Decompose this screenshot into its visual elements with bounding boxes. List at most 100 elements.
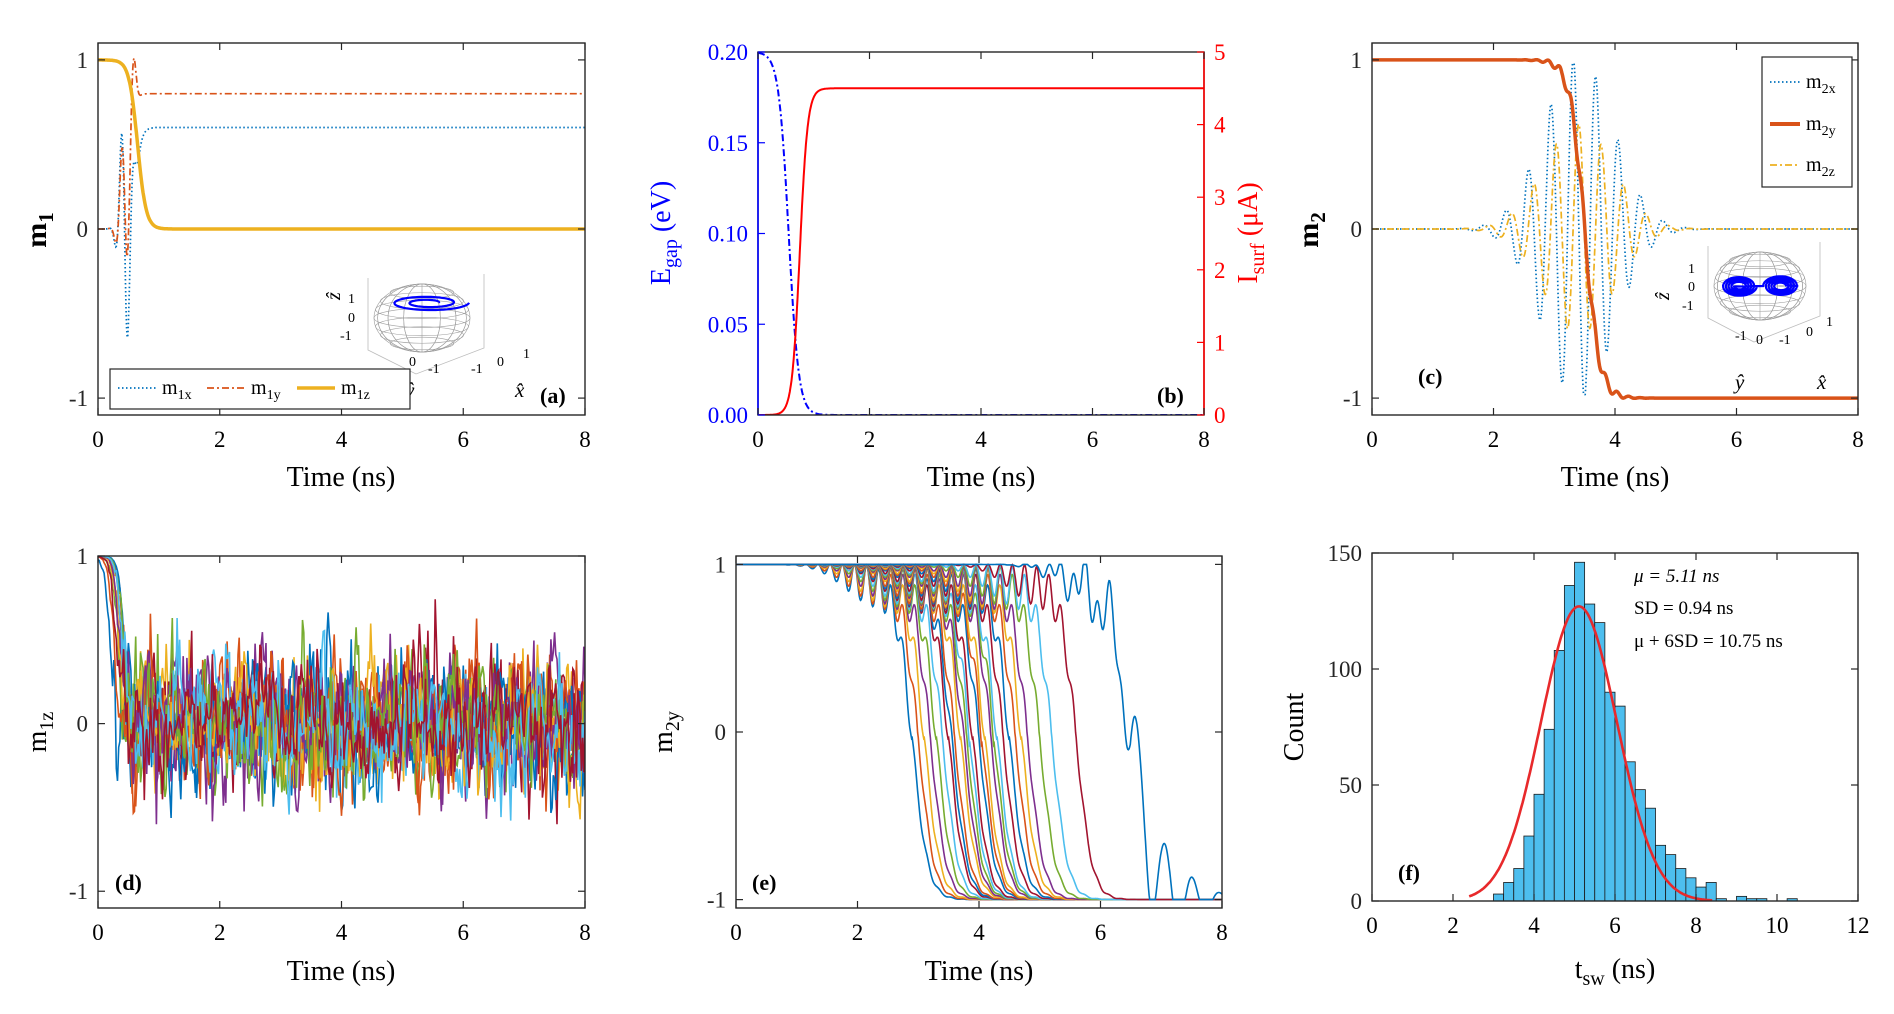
panel-c-ylabel: m2: [1292, 212, 1330, 248]
panel-f-xtick-label-3: 6: [1609, 913, 1621, 938]
panel-d-xtick-label-2: 4: [336, 920, 348, 945]
panel-e-ticks: 0 2 4 6 8-101: [707, 552, 1228, 945]
panel-f-xtick-label-1: 2: [1447, 913, 1459, 938]
panel-b-series-egap: [758, 52, 1204, 415]
panel-b-axes-box: [757, 51, 1205, 416]
panel-c-inset-trajectory: [1721, 275, 1799, 297]
panel-c-legend: m2x m2y m2z: [1761, 56, 1853, 188]
panel-f-ylabel: Count: [1279, 693, 1310, 762]
panel-f: 0 2 4 6 8 10 12 0 50 100 150 tsw (ns) Count μ = 5.…: [1279, 541, 1870, 990]
panel-a-inset-zlabel: ẑ: [323, 292, 345, 301]
panel-e-ylabel: m2y: [648, 711, 684, 753]
panel-a-inset-tick-x1: 0: [497, 355, 504, 370]
panel-a-ticks: 0 2 4 6 8-101: [69, 43, 591, 452]
panel-a-inset-trajectory: [393, 295, 470, 312]
panel-b-plot-area: [758, 52, 1204, 415]
panel-b-ytick-label-0: 0.00: [708, 403, 748, 428]
panel-a-inset-xlabel: x̂: [514, 378, 525, 402]
panel-d-trace-11: [98, 556, 585, 801]
panel-c-inset-tick-y0: 0: [1756, 333, 1763, 348]
panel-a-plot-area: [98, 55, 585, 338]
panel-f-annotation-mu6sd: μ + 6SD = 10.75 ns: [1634, 631, 1783, 652]
panel-e-xtick-label-2: 4: [973, 920, 985, 945]
panel-f-ytick-label-3: 150: [1328, 541, 1363, 566]
panel-d-ticks: 0 2 4 6 8-101: [69, 544, 591, 945]
panel-c-inset: 1 0 -1 ẑ -1 0 -1 0 1 ŷ x̂: [1652, 242, 1833, 394]
panel-d-xtick-label-4: 8: [579, 920, 591, 945]
panel-a-xtick-label-3: 6: [458, 427, 470, 452]
panel-f-bar-21: [1705, 882, 1717, 901]
panel-a-inset-tick-z-mid: 0: [348, 311, 355, 326]
panel-c-ytick-label-1: 0: [1351, 217, 1363, 242]
panel-c-legend-m2x-label: m2x: [1806, 71, 1836, 97]
panel-c-inset-tick-z-mid: 0: [1688, 280, 1695, 295]
panel-f-xtick-label-6: 12: [1847, 913, 1870, 938]
panel-d-xtick-label-1: 2: [214, 920, 226, 945]
panel-c-plot-area: [1372, 57, 1858, 401]
panel-d-ytick-label-0: -1: [69, 879, 88, 904]
panel-c-ytick-label-2: 1: [1351, 48, 1363, 73]
panel-c-inset-sphere: [1707, 242, 1821, 343]
panel-f-bar-7: [1563, 585, 1575, 901]
panel-e-ytick-label-2: 1: [715, 552, 727, 577]
panel-c-xtick-label-0: 0: [1366, 427, 1378, 452]
panel-e-label: (e): [752, 870, 776, 895]
panel-a-ytick-label-0: -1: [69, 386, 88, 411]
panel-a-inset-tick-x2: 1: [523, 347, 530, 362]
panel-d-xlabel: Time (ns): [287, 956, 396, 987]
panel-e-ytick-label-1: 0: [715, 720, 727, 745]
panel-e: 0 2 4 6 8-101 Time (ns) m2y (e): [648, 552, 1228, 987]
panel-f-bar-6: [1553, 650, 1565, 901]
panel-f-gaussian-fit: [1468, 605, 1713, 901]
panel-b-ytick-label-2: 0.10: [708, 222, 748, 247]
panel-b-xtick-label-4: 8: [1198, 427, 1210, 452]
panel-a-xtick-label-4: 8: [579, 427, 591, 452]
panel-c-inset-tick-z-bot: -1: [1682, 299, 1694, 314]
panel-f-bar-9: [1584, 603, 1596, 901]
panel-c-ytick-label-0: -1: [1343, 386, 1362, 411]
panel-c-legend-m2y-label: m2y: [1806, 113, 1836, 139]
panel-b-ytick-r-label-4: 4: [1214, 113, 1226, 138]
panel-a-label: (a): [540, 383, 566, 408]
panel-e-xtick-label-4: 8: [1216, 920, 1228, 945]
panel-e-xlabel: Time (ns): [925, 956, 1034, 987]
panel-b-ytick-r-label-2: 2: [1214, 258, 1226, 283]
panel-e-plot-area: [736, 563, 1222, 901]
panel-f-bar-17: [1665, 854, 1677, 901]
panel-b-xtick-label-1: 2: [864, 427, 876, 452]
panel-d: 0 2 4 6 8-101 Time (ns) m1z (d): [22, 544, 591, 987]
panel-e-xtick-label-0: 0: [730, 920, 742, 945]
panel-f-annotation-sd: SD = 0.94 ns: [1634, 598, 1733, 619]
panel-c-inset-tick-z-top: 1: [1688, 262, 1695, 277]
panel-b-ylabel-right: Isurf (μA): [1233, 182, 1269, 283]
panel-f-plot-area: [1468, 561, 1798, 901]
panel-f-bar-5: [1543, 728, 1555, 901]
panel-c-legend-m2z-label: m2z: [1806, 154, 1835, 180]
panel-f-bar-4: [1533, 793, 1545, 901]
panel-b-ticks: 0 2 4 6 8 0.00 0.05 0.10 0.15 0.20 0 1 2 3 4 5: [708, 40, 1226, 452]
panel-f-ytick-label-1: 50: [1339, 773, 1362, 798]
panel-a-series-m1x: [98, 126, 585, 338]
panel-f-xtick-label-4: 8: [1690, 913, 1702, 938]
panel-f-bar-0: [1493, 893, 1505, 901]
panel-f-xlabel: tsw (ns): [1575, 954, 1656, 990]
panel-c-xtick-label-4: 8: [1852, 427, 1864, 452]
panel-f-ticks: 0 2 4 6 8 10 12 0 50 100 150: [1328, 541, 1870, 938]
panel-a-inset-box: [367, 274, 485, 375]
panel-f-annotation-mu: μ = 5.11 ns: [1633, 566, 1719, 587]
panel-b-ytick-r-label-0: 0: [1214, 403, 1226, 428]
panel-f-ytick-label-2: 100: [1328, 657, 1363, 682]
panel-d-ylabel: m1z: [22, 712, 58, 753]
panel-a-inset-tick-y0: 0: [409, 355, 416, 370]
panel-d-trace-13: [98, 556, 585, 801]
panel-f-xtick-label-2: 4: [1528, 913, 1540, 938]
panel-a-ytick-label-1: 0: [77, 217, 89, 242]
panel-c-inset-tick-y1: -1: [1735, 329, 1747, 344]
panel-f-bar-8: [1574, 561, 1586, 901]
panel-c-inset-xlabel: x̂: [1816, 370, 1827, 394]
panel-c-series-m2z: [1372, 123, 1858, 330]
panel-a-inset-tick-z-bot: -1: [340, 329, 352, 344]
panel-f-xtick-label-0: 0: [1366, 913, 1378, 938]
panel-d-ytick-label-2: 1: [77, 544, 89, 569]
panel-a-legend-m1x-label: m1x: [162, 377, 192, 403]
